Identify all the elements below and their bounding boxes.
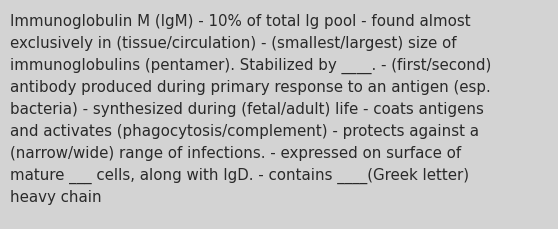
Text: and activates (phagocytosis/complement) - protects against a: and activates (phagocytosis/complement) … (10, 123, 479, 138)
Text: (narrow/wide) range of infections. - expressed on surface of: (narrow/wide) range of infections. - exp… (10, 145, 461, 160)
Text: immunoglobulins (pentamer). Stabilized by ____. - (first/second): immunoglobulins (pentamer). Stabilized b… (10, 58, 492, 74)
Text: antibody produced during primary response to an antigen (esp.: antibody produced during primary respons… (10, 80, 490, 95)
Text: Immunoglobulin M (IgM) - 10% of total Ig pool - found almost: Immunoglobulin M (IgM) - 10% of total Ig… (10, 14, 470, 29)
Text: exclusively in (tissue/circulation) - (smallest/largest) size of: exclusively in (tissue/circulation) - (s… (10, 36, 456, 51)
Text: bacteria) - synthesized during (fetal/adult) life - coats antigens: bacteria) - synthesized during (fetal/ad… (10, 101, 484, 117)
Text: heavy chain: heavy chain (10, 189, 102, 204)
Text: mature ___ cells, along with IgD. - contains ____(Greek letter): mature ___ cells, along with IgD. - cont… (10, 167, 469, 183)
